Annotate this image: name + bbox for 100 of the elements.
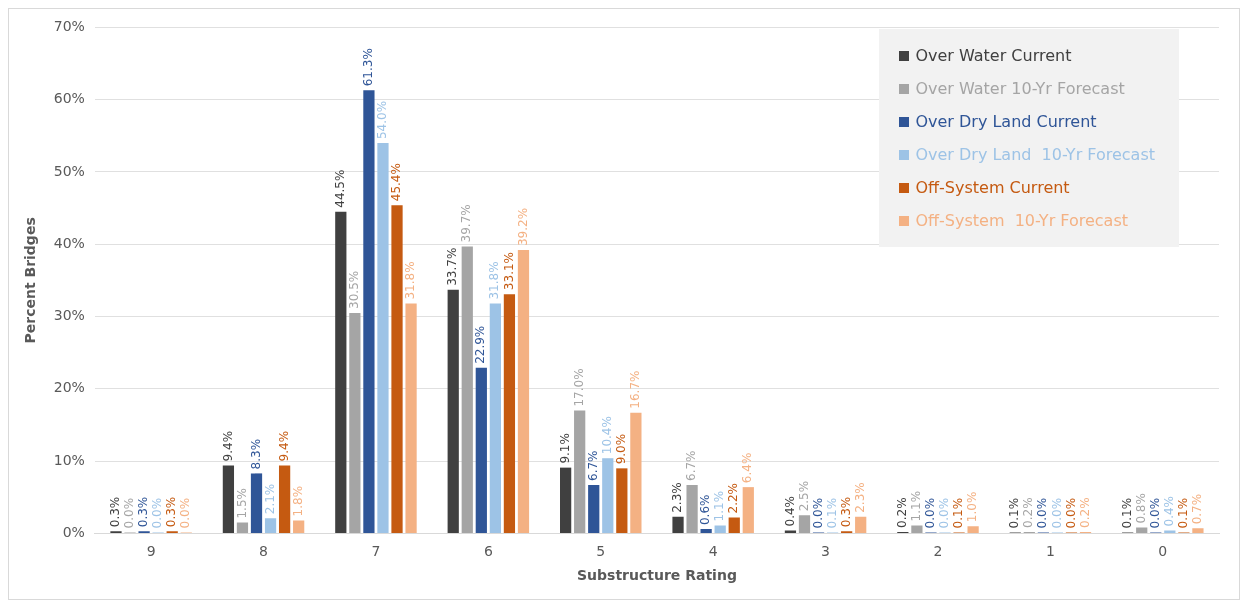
x-tick-label: 7 — [371, 543, 381, 560]
data-label: 0.2% — [1021, 497, 1036, 528]
bar — [560, 467, 572, 533]
data-label: 1.0% — [965, 491, 980, 523]
bar — [236, 522, 249, 533]
data-label: 0.4% — [1161, 496, 1176, 527]
data-label: 39.7% — [459, 204, 474, 243]
data-label: 1.5% — [234, 488, 249, 519]
bar — [602, 458, 614, 533]
data-label: 0.0% — [1049, 497, 1064, 529]
data-label: 0.0% — [937, 497, 952, 529]
data-label: 9.4% — [220, 430, 235, 462]
bar — [728, 517, 740, 533]
x-tick-label: 9 — [146, 543, 156, 560]
bar — [377, 143, 389, 533]
bar — [714, 525, 726, 533]
data-label: 33.1% — [501, 252, 516, 291]
y-axis-title: Percent Bridges — [22, 217, 39, 344]
data-label: 0.8% — [1133, 493, 1148, 524]
bar — [1192, 528, 1204, 533]
bar — [742, 487, 754, 533]
data-label: 0.3% — [108, 496, 123, 528]
bar — [630, 412, 642, 533]
data-label: 0.0% — [810, 497, 825, 529]
data-label: 0.3% — [136, 496, 151, 528]
bar — [391, 205, 403, 533]
data-label: 0.4% — [782, 496, 797, 527]
bar — [616, 468, 628, 533]
data-label: 10.4% — [599, 416, 614, 455]
data-label: 9.1% — [557, 433, 572, 464]
x-tick-label: 3 — [821, 543, 831, 560]
bar — [278, 465, 291, 533]
data-label: 0.0% — [178, 497, 193, 529]
data-label: 8.3% — [248, 438, 263, 470]
data-label: 0.3% — [164, 496, 179, 528]
data-label: 0.6% — [698, 494, 713, 526]
data-label: 33.7% — [445, 247, 460, 286]
data-label: 9.4% — [276, 430, 291, 462]
data-label: 1.8% — [290, 485, 305, 517]
bar — [222, 465, 235, 533]
data-label: 31.8% — [403, 261, 418, 300]
bar — [574, 410, 586, 533]
data-label: 6.7% — [684, 450, 699, 481]
bar — [264, 518, 277, 533]
bar — [588, 484, 600, 533]
bar — [1136, 527, 1148, 533]
data-label: 0.0% — [122, 497, 137, 529]
data-label: 39.2% — [515, 207, 530, 247]
y-tick-label: 20% — [53, 379, 85, 396]
data-label: 30.5% — [346, 270, 361, 309]
data-label: 45.4% — [389, 163, 404, 202]
bar — [461, 246, 473, 533]
bar — [405, 303, 417, 533]
data-label: 16.7% — [628, 370, 643, 409]
bar — [798, 515, 811, 533]
x-tick-label: 4 — [708, 543, 718, 560]
y-tick-label: 10% — [53, 451, 85, 468]
x-tick-label: 5 — [596, 543, 606, 560]
y-tick-label: 70% — [53, 18, 85, 35]
x-tick-label: 8 — [259, 543, 268, 560]
legend-label: Over Dry Land Current — [915, 112, 1097, 131]
legend-label: Over Water 10-Yr Forecast — [915, 79, 1125, 98]
bar — [911, 525, 923, 533]
bar — [517, 250, 530, 533]
data-label: 44.5% — [332, 169, 347, 208]
data-label: 9.0% — [613, 433, 628, 465]
bar — [503, 294, 516, 533]
bar — [686, 484, 698, 533]
data-label: 0.1% — [1119, 497, 1134, 529]
bar — [672, 516, 684, 533]
y-tick-label: 60% — [53, 90, 85, 107]
data-label: 0.2% — [894, 497, 909, 528]
data-label: 6.4% — [740, 452, 755, 484]
bar — [349, 312, 361, 533]
data-label: 2.2% — [726, 483, 741, 514]
bar — [489, 303, 501, 533]
bar — [293, 520, 305, 533]
legend-label: Off-System 10-Yr Forecast — [915, 211, 1129, 230]
x-tick-label: 6 — [483, 543, 493, 560]
y-tick-label: 0% — [62, 524, 85, 541]
data-label: 0.0% — [1035, 497, 1050, 529]
data-label: 0.0% — [923, 497, 938, 529]
data-label: 0.0% — [150, 497, 165, 529]
data-label: 1.1% — [909, 490, 924, 522]
y-tick-label: 50% — [53, 162, 85, 179]
bar — [250, 473, 263, 533]
data-label: 0.3% — [838, 496, 853, 528]
data-label: 6.7% — [585, 450, 600, 481]
data-label: 31.8% — [487, 261, 502, 300]
bar — [447, 289, 459, 533]
data-label: 0.0% — [1147, 497, 1162, 529]
data-label: 0.1% — [951, 497, 966, 529]
legend-label: Off-System Current — [915, 178, 1070, 197]
data-label: 0.1% — [1176, 497, 1190, 529]
data-label: 54.0% — [375, 100, 390, 140]
y-tick-label: 40% — [53, 234, 85, 251]
y-tick-label: 30% — [53, 307, 85, 324]
bar — [335, 211, 347, 533]
data-label: 0.2% — [1077, 497, 1092, 528]
x-axis-title: Substructure Rating — [577, 567, 737, 584]
